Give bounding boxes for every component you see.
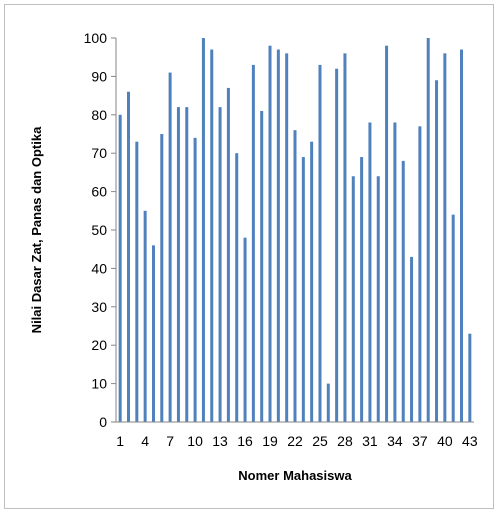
bar [193, 137, 197, 422]
bar [360, 157, 364, 423]
bar [135, 141, 139, 422]
bar [268, 45, 272, 423]
x-tick-label: 22 [287, 433, 303, 449]
x-axis-title: Nomer Mahasiswa [238, 468, 352, 483]
bar [168, 72, 172, 422]
x-tick-label: 19 [262, 433, 278, 449]
x-tick-label: 4 [141, 433, 149, 449]
x-tick-label: 37 [412, 433, 428, 449]
y-tick-label: 60 [91, 184, 107, 200]
bar [235, 153, 239, 422]
x-tick-label: 13 [212, 433, 228, 449]
bar [185, 107, 189, 423]
bar [276, 49, 280, 423]
bar-chart: 0 10 20 30 40 50 60 70 80 90 100 1 4 7 10 13 16 19 22 25 28… [29, 30, 478, 483]
bar [351, 176, 355, 422]
x-tick-label: 16 [237, 433, 253, 449]
bar [435, 80, 439, 423]
bar [226, 87, 230, 423]
bar [335, 68, 339, 422]
bar [343, 53, 347, 423]
bar [451, 214, 455, 422]
bar [143, 210, 147, 422]
y-tick-label: 70 [91, 145, 107, 161]
bar [210, 49, 214, 423]
bar [376, 176, 380, 422]
bar [401, 160, 405, 422]
bar [393, 122, 397, 422]
x-tick-label: 10 [187, 433, 203, 449]
bar [460, 49, 464, 423]
y-tick-label: 30 [91, 299, 107, 315]
x-tick-label: 1 [116, 433, 124, 449]
y-tick-label: 80 [91, 107, 107, 123]
x-tick-label: 7 [166, 433, 174, 449]
y-tick-label: 20 [91, 337, 107, 353]
bar [160, 134, 164, 422]
bar [410, 256, 414, 422]
bar [310, 141, 314, 422]
bar [468, 333, 472, 422]
bar [201, 38, 205, 422]
y-axis: 0 10 20 30 40 50 60 70 80 90 100 [84, 30, 117, 430]
bar [285, 53, 289, 423]
y-tick-label: 40 [91, 260, 107, 276]
bar [126, 91, 130, 422]
bar [218, 107, 222, 423]
x-tick-label: 43 [462, 433, 478, 449]
bar [301, 157, 305, 423]
x-tick-label: 28 [337, 433, 353, 449]
x-tick-label: 40 [437, 433, 453, 449]
bar [260, 110, 264, 423]
bar [251, 64, 255, 422]
y-tick-label: 50 [91, 222, 107, 238]
y-tick-label: 10 [91, 376, 107, 392]
bar [293, 130, 297, 422]
bar [418, 126, 422, 422]
chart-frame: 0 10 20 30 40 50 60 70 80 90 100 1 4 7 10 13 16 19 22 25 28… [4, 4, 494, 509]
bar [243, 237, 247, 422]
bar [385, 45, 389, 423]
x-axis: 1 4 7 10 13 16 19 22 25 28 31 34 37 40 43 [116, 421, 478, 449]
bar [426, 38, 430, 422]
bar [318, 64, 322, 422]
bar [118, 114, 122, 423]
y-tick-label: 90 [91, 68, 107, 84]
bar [151, 245, 155, 422]
x-tick-label: 31 [362, 433, 378, 449]
bar [443, 53, 447, 423]
bar [368, 122, 372, 422]
bar [176, 107, 180, 423]
y-tick-label: 100 [84, 30, 108, 46]
bar [326, 383, 330, 422]
y-axis-title: Nilai Dasar Zat, Panas dan Optika [29, 126, 44, 333]
bars [118, 38, 472, 423]
x-tick-label: 25 [312, 433, 328, 449]
x-tick-label: 34 [387, 433, 403, 449]
y-tick-label: 0 [99, 414, 107, 430]
